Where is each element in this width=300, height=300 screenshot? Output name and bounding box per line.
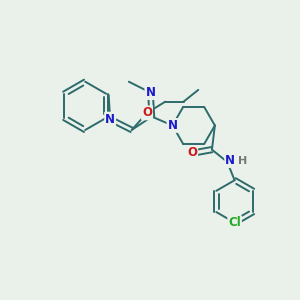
Text: O: O (142, 106, 152, 119)
Text: O: O (187, 146, 197, 159)
Text: Cl: Cl (228, 216, 241, 229)
Text: H: H (238, 155, 247, 166)
Text: N: N (146, 86, 155, 99)
Text: N: N (105, 112, 115, 126)
Text: N: N (225, 154, 235, 167)
Text: N: N (167, 119, 178, 132)
